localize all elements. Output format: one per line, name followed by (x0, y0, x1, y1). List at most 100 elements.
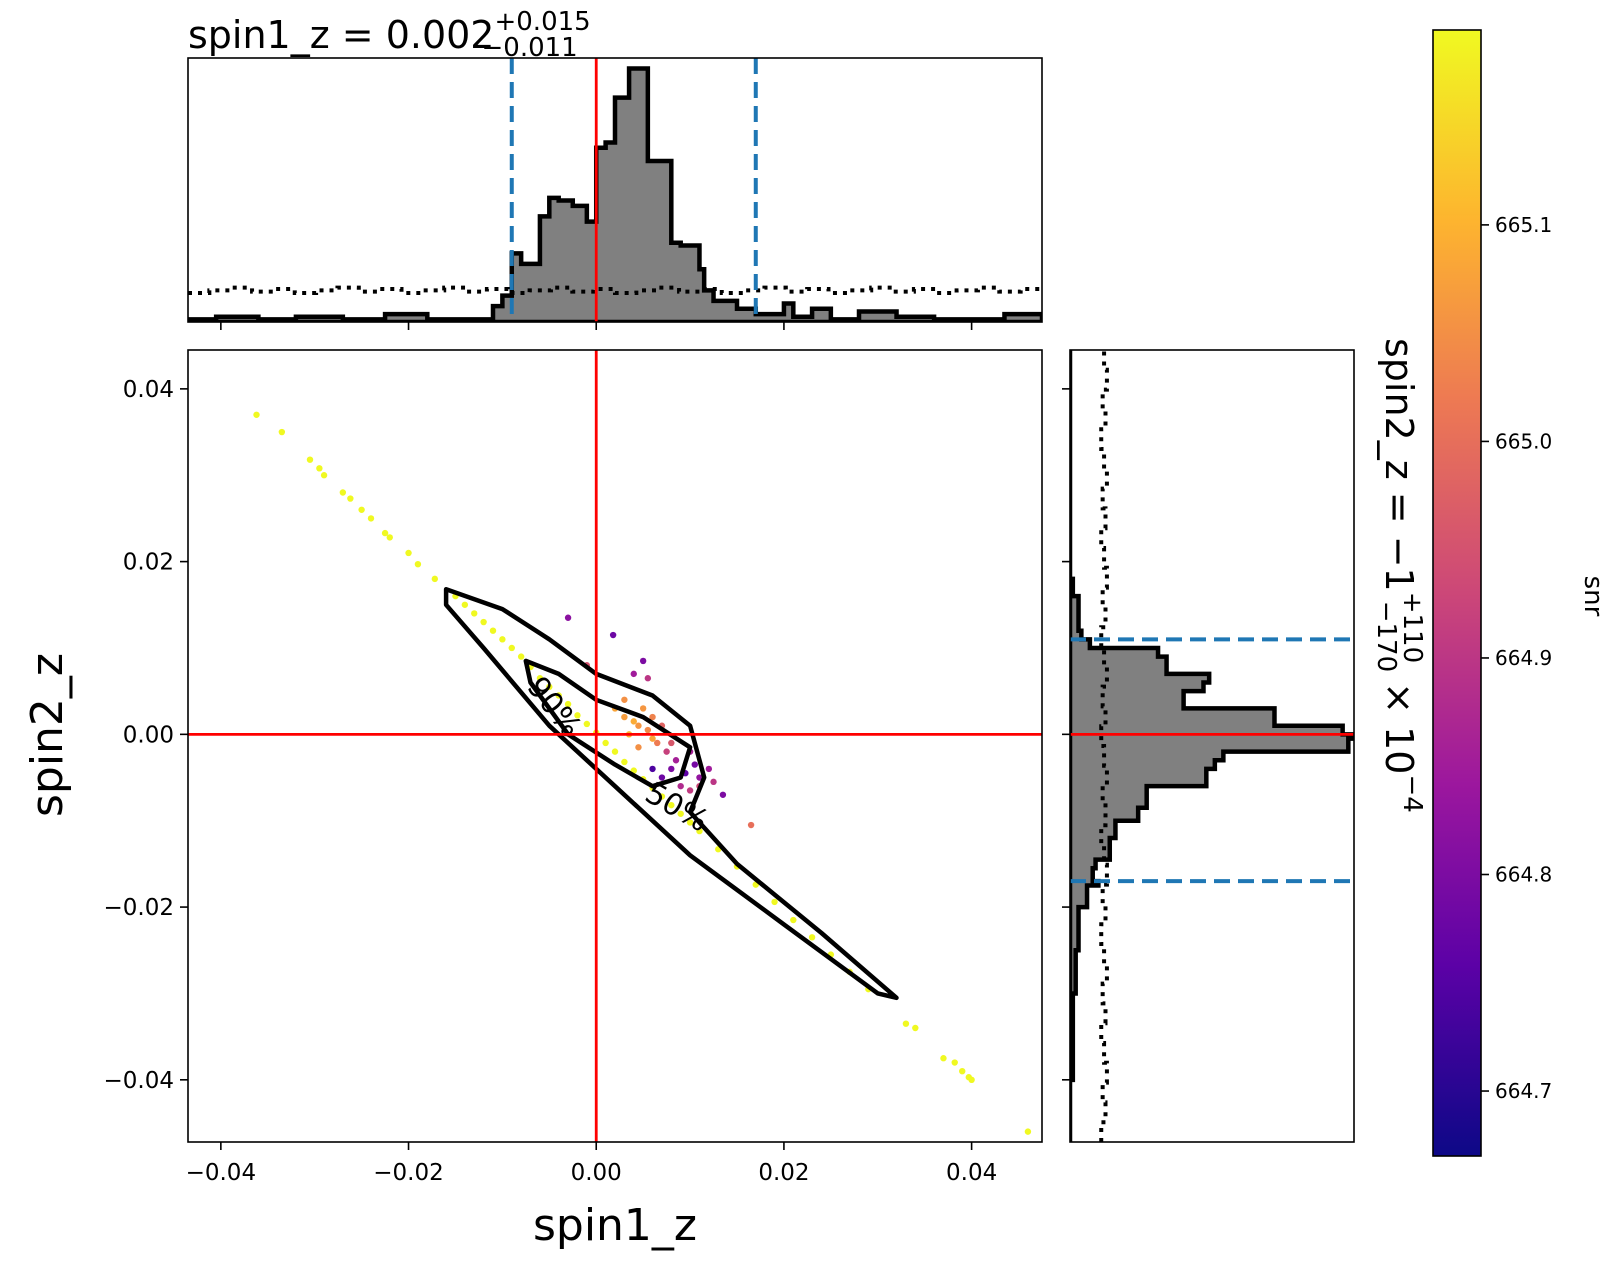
scatter-point (611, 748, 619, 755)
colorbar-tick-label: 664.9 (1495, 646, 1552, 670)
scatter-point (902, 1020, 910, 1027)
scatter-point (381, 529, 389, 537)
scatter-point (968, 1076, 975, 1084)
scatter-point (253, 411, 260, 418)
scatter-point (630, 718, 637, 725)
scatter-point (536, 675, 544, 682)
scatter-point (959, 1067, 966, 1075)
scatter-point (306, 456, 314, 463)
scatter-point (658, 793, 666, 800)
top-marginal-histogram (188, 58, 1042, 322)
right-histogram-bars (1070, 350, 1354, 1142)
scatter-point (649, 735, 656, 742)
x-tick-label: 0.04 (946, 1160, 997, 1186)
scatter-point (639, 705, 647, 712)
scatter-point (583, 720, 591, 728)
scatter-point (649, 713, 656, 721)
x-axis-label: spin1_z (533, 1200, 697, 1251)
scatter-point (912, 1024, 919, 1032)
scatter-point (414, 560, 422, 568)
scatter-point (668, 765, 675, 773)
joint-scatter-panel: 90%50% (188, 350, 1042, 1142)
colorbar-label: snr (1578, 576, 1608, 617)
y-tick-label: 0.02 (123, 550, 174, 576)
scatter-point (686, 787, 694, 794)
scatter-point (339, 489, 347, 496)
top-histogram-frame (187, 57, 1043, 323)
scatter-point (621, 758, 628, 766)
scatter-point (564, 614, 572, 621)
scatter-point (668, 739, 675, 747)
top-histogram-ticks (220, 322, 973, 330)
scatter-point (386, 534, 393, 541)
scatter-point (621, 696, 628, 703)
scatter-point (471, 610, 478, 617)
colorbar-ticks: 665.1 665.0 664.9 664.8 664.7 (1481, 213, 1552, 1103)
scatter-frame (187, 349, 1043, 1143)
scatter-point (635, 744, 642, 751)
scatter-point (358, 506, 365, 513)
scatter-point (621, 713, 628, 721)
scatter-point (677, 810, 684, 817)
scatter-point (480, 618, 487, 626)
top-prior-line (188, 285, 1042, 295)
x-tick-label: 0.02 (758, 1160, 809, 1186)
y-tick-label: 0.04 (123, 377, 174, 403)
colorbar-tick-label: 664.7 (1495, 1079, 1552, 1103)
scatter-point (686, 819, 694, 826)
scatter-point (691, 761, 698, 768)
scatter-point (405, 549, 412, 557)
scatter-point (347, 495, 354, 502)
scatter-point (635, 722, 642, 729)
top-histogram-bars (188, 66, 1042, 322)
x-tick-label: −0.04 (186, 1160, 256, 1186)
scatter-point (461, 601, 469, 608)
x-tick-label: 0.00 (571, 1160, 622, 1186)
scatter-point (672, 757, 680, 764)
y-tick-label: −0.02 (104, 895, 174, 921)
scatter-point (658, 774, 666, 781)
scatter-point (719, 791, 727, 798)
scatter-point (1024, 1128, 1032, 1135)
scatter-point (644, 675, 652, 682)
scatter-point (663, 748, 670, 755)
scatter-point (771, 898, 778, 906)
scatter-point (555, 692, 562, 699)
scatter-point (654, 739, 661, 747)
right-prior-line (1099, 350, 1109, 1142)
scatter-point (602, 739, 609, 747)
scatter-point (668, 801, 675, 809)
scatter-point (546, 683, 553, 691)
scatter-point (489, 627, 497, 634)
colorbar (1432, 29, 1482, 1157)
scatter-point (705, 765, 713, 773)
scatter-point (431, 575, 439, 583)
scatter-point (951, 1059, 958, 1066)
scatter-point (517, 653, 525, 660)
scatter-point (696, 774, 703, 781)
top-title: spin1_z = 0.002+0.015 −0.011 (188, 7, 591, 63)
scatter-point (316, 465, 323, 472)
scatter-point (710, 778, 717, 786)
colorbar-tick-label: 665.1 (1495, 213, 1552, 237)
scatter-point (278, 428, 286, 436)
right-histogram-ticks (1062, 388, 1070, 1081)
right-title: spin2_z = −1+110−170× 10−4 (1371, 338, 1427, 813)
scatter-point (320, 472, 328, 479)
scatter-point (367, 515, 375, 522)
scatter-point (808, 934, 816, 941)
scatter-point (790, 916, 797, 924)
scatter-point (696, 827, 703, 835)
scatter-point (630, 670, 637, 678)
scatter-axis-ticks: −0.04 −0.02 0.00 0.02 0.04 0.04 0.02 0.00 −0.02 −… (104, 377, 998, 1186)
y-tick-label: 0.00 (123, 722, 174, 748)
colorbar-tick-label: 665.0 (1495, 429, 1552, 453)
scatter-point (564, 700, 572, 708)
scatter-point (940, 1055, 947, 1062)
scatter-point (644, 726, 652, 734)
scatter-point (677, 782, 684, 790)
right-histogram-frame (1069, 349, 1355, 1143)
y-tick-label: −0.04 (104, 1068, 174, 1094)
contour-50 (523, 658, 693, 789)
